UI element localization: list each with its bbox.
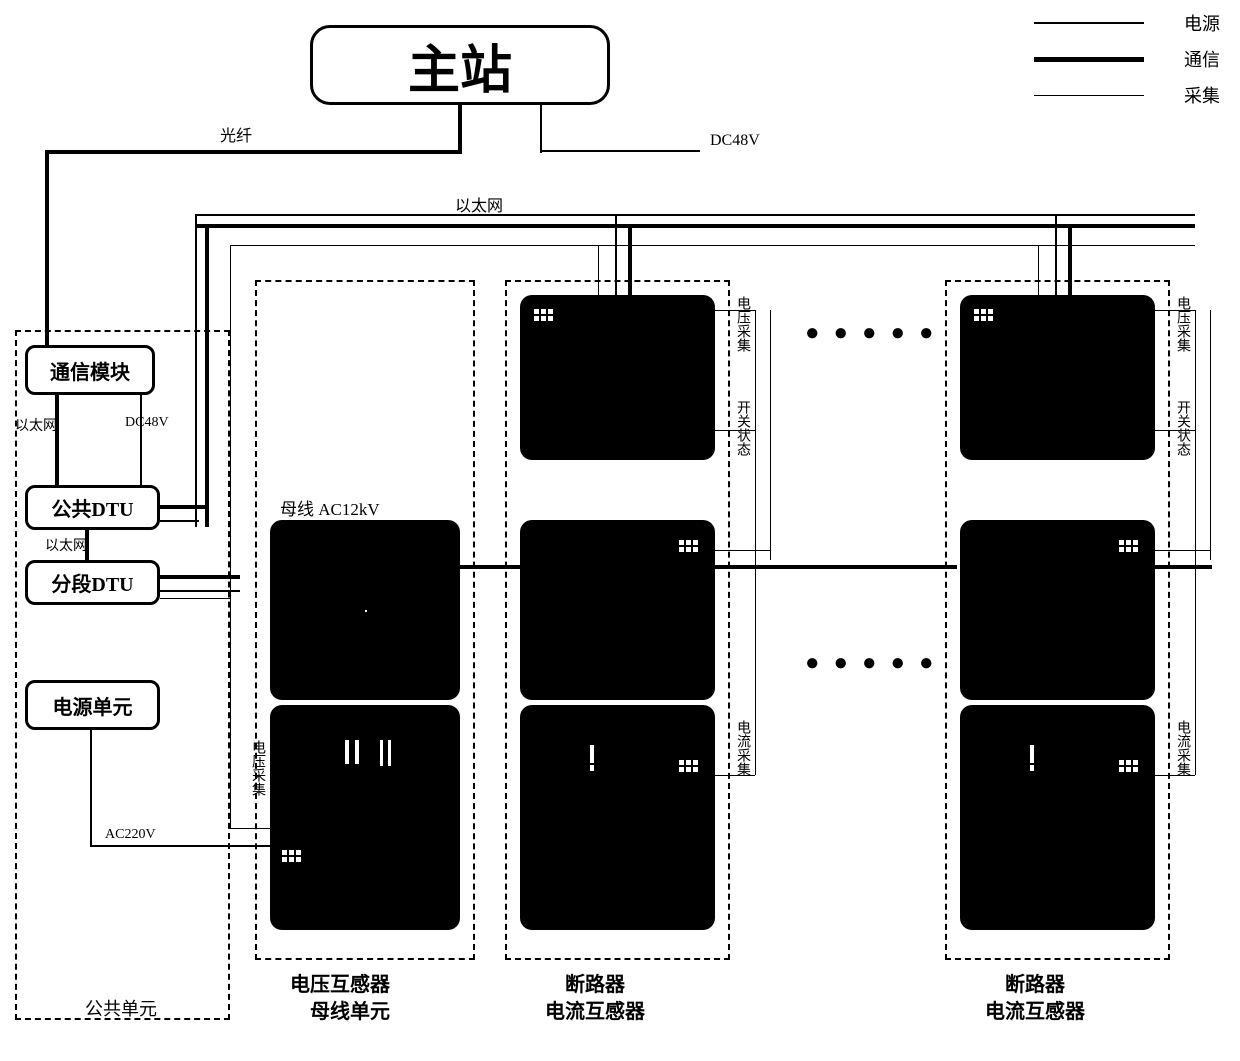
legend-power: 电源 — [1184, 10, 1220, 36]
label-eth-left2: 以太网 — [45, 535, 87, 555]
breaker1-black-mid — [520, 520, 715, 700]
label-switch-state-2: 开关状态 — [735, 400, 749, 456]
label-voltage-collect-2: 电压采集 — [735, 296, 749, 352]
busbar-black-top — [270, 520, 460, 700]
main-station-box: 主站 — [310, 25, 610, 105]
label-eth-left1: 以太网 — [15, 415, 57, 435]
breaker1-black-top — [520, 295, 715, 460]
segment-dtu-box: 分段DTU — [25, 560, 160, 605]
main-station-label: 主站 — [408, 28, 512, 103]
label-dc48v-left: DC48V — [125, 415, 169, 431]
line-main-down — [458, 105, 462, 150]
breaker2-black-top — [960, 295, 1155, 460]
comm-module-label: 通信模块 — [50, 356, 130, 385]
label-ct-1: 电流互感器 — [545, 995, 645, 1024]
label-voltage-collect-1: 电压采集 — [247, 740, 267, 796]
ellipsis-top: ● ● ● ● ● — [805, 320, 937, 347]
label-switch-state-3: 开关状态 — [1175, 400, 1189, 456]
label-current-collect-2: 电流采集 — [735, 720, 749, 776]
public-dtu-box: 公共DTU — [25, 485, 160, 530]
breaker2-black-bottom — [960, 705, 1155, 930]
public-unit-label: 公共单元 — [85, 995, 157, 1021]
busbar-black-bottom — [270, 705, 460, 930]
label-ac220v: AC220V — [105, 827, 156, 843]
public-dtu-label: 公共DTU — [51, 493, 133, 522]
label-current-collect-3: 电流采集 — [1175, 720, 1189, 776]
label-voltage-collect-3: 电压采集 — [1175, 296, 1189, 352]
label-breaker-2: 断路器 — [1005, 968, 1065, 997]
power-unit-label: 电源单元 — [53, 691, 133, 720]
legend-comm: 通信 — [1184, 46, 1220, 72]
breaker1-black-bottom — [520, 705, 715, 930]
label-breaker-1: 断路器 — [565, 968, 625, 997]
power-unit-box: 电源单元 — [25, 680, 160, 730]
ellipsis-mid: ● ● ● ● ● — [805, 650, 937, 677]
label-vt: 电压互感器 — [290, 968, 390, 997]
label-ethernet-top: 以太网 — [455, 192, 503, 216]
legend-collect: 采集 — [1184, 82, 1220, 108]
label-busbar-unit: 母线单元 — [310, 995, 390, 1024]
segment-dtu-label: 分段DTU — [51, 568, 133, 597]
comm-module-box: 通信模块 — [25, 345, 155, 395]
breaker2-black-mid — [960, 520, 1155, 700]
label-dc48v-top: DC48V — [710, 132, 760, 150]
label-fiber: 光纤 — [220, 122, 252, 146]
label-ct-2: 电流互感器 — [985, 995, 1085, 1024]
